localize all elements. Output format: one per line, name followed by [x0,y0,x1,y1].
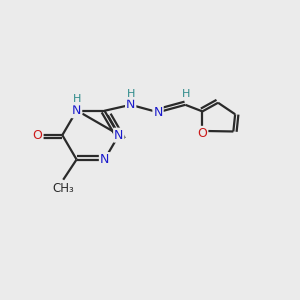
Text: O: O [33,129,43,142]
Text: H: H [182,89,190,99]
Text: H: H [127,89,135,99]
Text: N: N [100,153,109,166]
Text: N: N [126,98,135,111]
Text: H: H [72,94,81,104]
Text: N: N [153,106,163,119]
Text: CH₃: CH₃ [52,182,74,194]
Text: N: N [72,104,81,117]
Text: N: N [114,129,124,142]
Text: O: O [197,127,207,140]
